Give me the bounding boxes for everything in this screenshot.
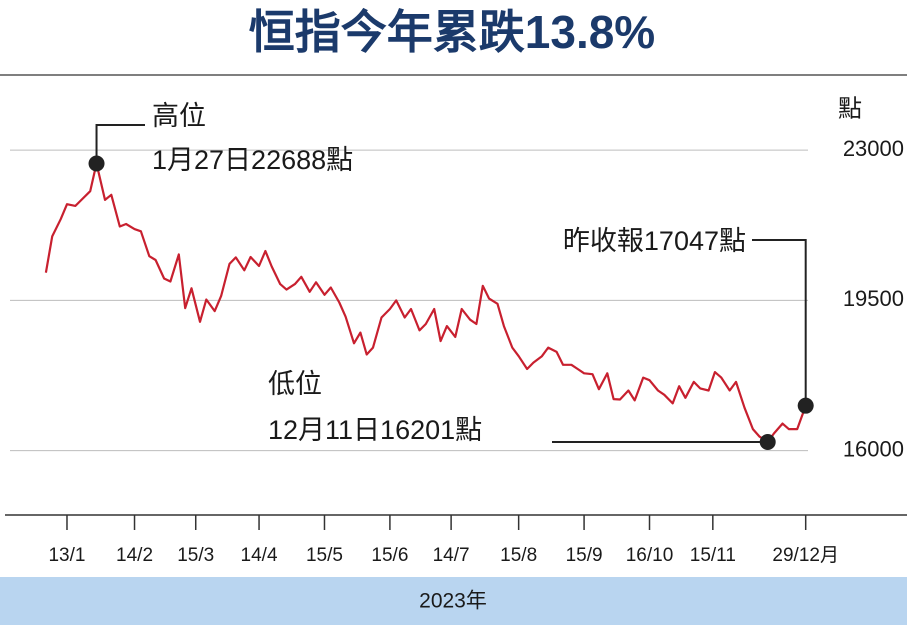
- x-tick-label: 15/11: [690, 545, 736, 566]
- annotation-label: 低位: [268, 369, 322, 399]
- annotation-text: 1月27日22688點: [152, 145, 353, 175]
- x-tick-label: 15/9: [566, 545, 603, 566]
- leader-line: [95, 124, 145, 164]
- x-tick-label: 13/1: [48, 545, 85, 566]
- x-tick-label: 15/6: [371, 545, 408, 566]
- index-line: [44, 162, 807, 444]
- x-tick-label: 15/8: [500, 545, 537, 566]
- annotation-text: 昨收報17047點: [563, 226, 746, 256]
- x-tick-label: 14/7: [433, 545, 470, 566]
- y-tick-label: 19500: [843, 286, 904, 311]
- year-band: [0, 577, 907, 625]
- point-marker: [88, 155, 105, 172]
- x-tick-label: 29/12月: [772, 545, 839, 566]
- x-tick-label: 14/2: [116, 545, 153, 566]
- leader-line: [752, 239, 807, 406]
- x-tick-label: 15/3: [177, 545, 214, 566]
- point-marker: [797, 397, 814, 414]
- x-tick-label: 16/10: [626, 545, 674, 566]
- annotation-label: 高位: [152, 101, 206, 131]
- x-axis-label: 2023年: [419, 590, 487, 613]
- x-tick-label: 14/4: [241, 545, 278, 566]
- chart-title: 恒指今年累跌13.8%: [249, 6, 655, 58]
- y-tick-label: 23000: [843, 136, 904, 161]
- point-marker: [759, 433, 776, 450]
- x-tick-label: 15/5: [306, 545, 343, 566]
- y-unit: 點: [838, 95, 862, 122]
- y-tick-label: 16000: [843, 436, 904, 461]
- annotation-text: 12月11日16201點: [268, 415, 482, 445]
